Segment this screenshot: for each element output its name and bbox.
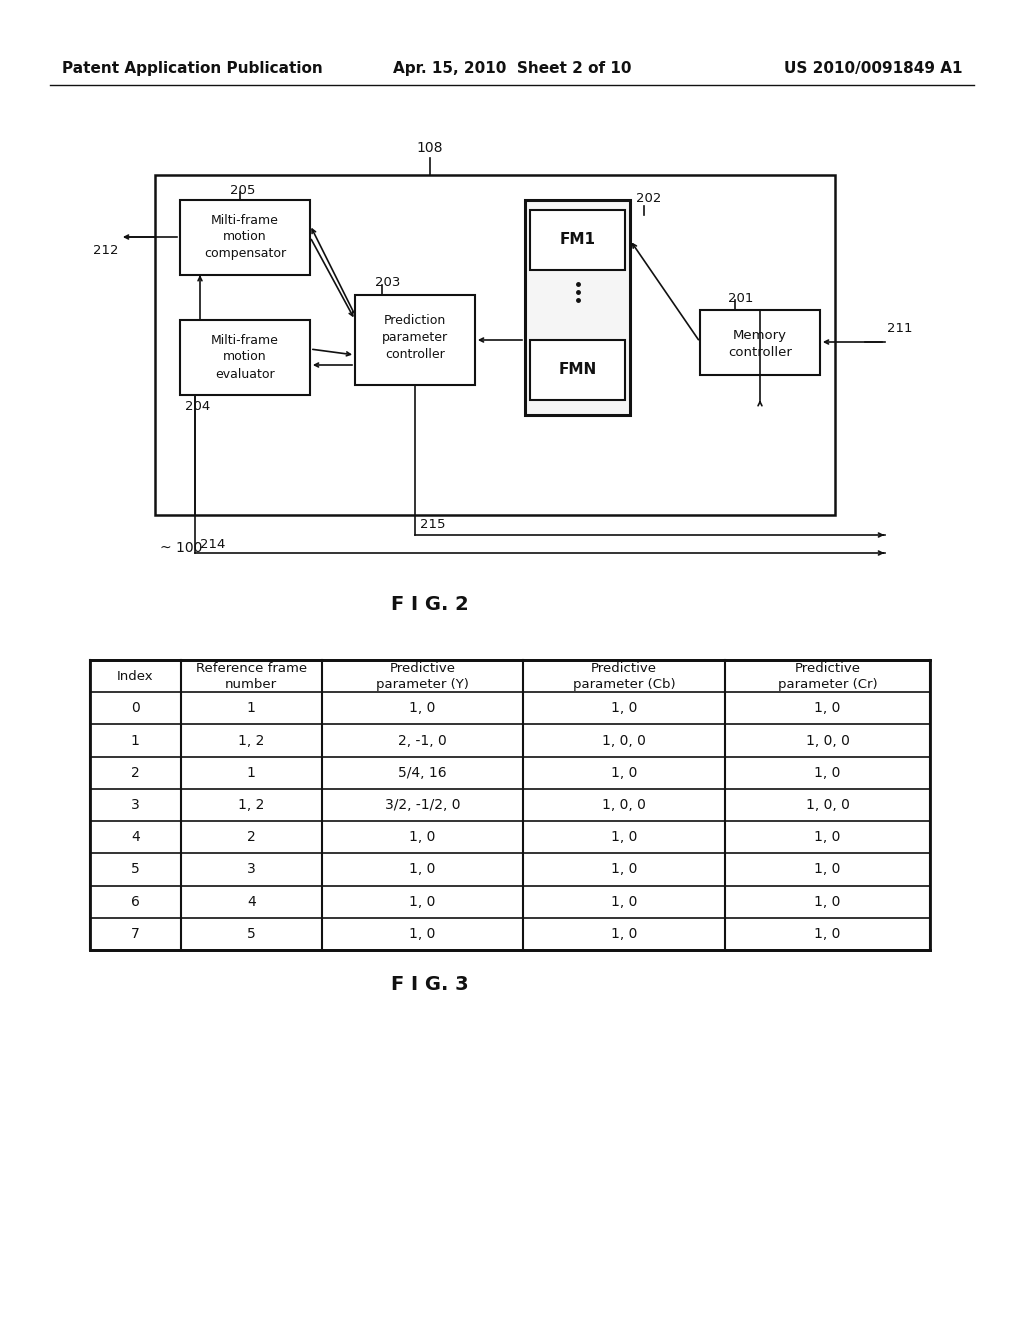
Text: motion: motion — [223, 231, 267, 243]
Bar — [155, 176, 835, 515]
Text: 1, 0, 0: 1, 0, 0 — [602, 734, 646, 747]
Text: controller: controller — [385, 347, 444, 360]
Text: 1, 0: 1, 0 — [814, 862, 841, 876]
Text: 1, 0: 1, 0 — [611, 862, 637, 876]
Text: controller: controller — [728, 346, 792, 359]
Text: 4: 4 — [247, 895, 256, 908]
Text: 2: 2 — [247, 830, 256, 845]
Text: 1, 0: 1, 0 — [611, 701, 637, 715]
Text: motion: motion — [223, 351, 267, 363]
Text: 5: 5 — [131, 862, 139, 876]
Bar — [530, 210, 625, 271]
Text: 201: 201 — [728, 292, 754, 305]
Text: Predictive: Predictive — [591, 661, 657, 675]
Text: 3: 3 — [131, 799, 139, 812]
Bar — [525, 201, 630, 414]
Text: 3/2, -1/2, 0: 3/2, -1/2, 0 — [385, 799, 461, 812]
Text: 3: 3 — [247, 862, 256, 876]
Text: Apr. 15, 2010  Sheet 2 of 10: Apr. 15, 2010 Sheet 2 of 10 — [393, 61, 631, 75]
Text: evaluator: evaluator — [215, 367, 274, 380]
Text: 2: 2 — [131, 766, 139, 780]
Bar — [700, 310, 820, 375]
Text: 5/4, 16: 5/4, 16 — [398, 766, 446, 780]
Text: 1: 1 — [247, 766, 256, 780]
Text: 1, 0: 1, 0 — [611, 927, 637, 941]
Bar — [355, 294, 475, 385]
Text: 1, 0: 1, 0 — [611, 766, 637, 780]
Text: 1, 0: 1, 0 — [410, 862, 436, 876]
Text: 1, 0: 1, 0 — [611, 830, 637, 845]
Text: 204: 204 — [185, 400, 210, 413]
Text: compensator: compensator — [204, 248, 286, 260]
Text: 1, 2: 1, 2 — [239, 734, 264, 747]
Bar — [90, 660, 930, 950]
Text: 1: 1 — [247, 701, 256, 715]
Text: 108: 108 — [417, 141, 443, 154]
Text: parameter (Cr): parameter (Cr) — [777, 677, 878, 690]
Bar — [180, 201, 310, 275]
Text: 1, 0, 0: 1, 0, 0 — [602, 799, 646, 812]
Text: FM1: FM1 — [559, 232, 596, 248]
Text: 7: 7 — [131, 927, 139, 941]
Text: 1, 0: 1, 0 — [611, 895, 637, 908]
Text: Predictive: Predictive — [795, 661, 860, 675]
Text: 6: 6 — [131, 895, 140, 908]
Text: 4: 4 — [131, 830, 139, 845]
Text: number: number — [225, 677, 278, 690]
Text: F I G. 3: F I G. 3 — [391, 975, 469, 994]
Text: 1: 1 — [131, 734, 140, 747]
Text: 203: 203 — [375, 276, 400, 289]
Text: 1, 0: 1, 0 — [410, 830, 436, 845]
Text: 1, 0: 1, 0 — [410, 701, 436, 715]
Text: FMN: FMN — [558, 363, 597, 378]
Text: 205: 205 — [230, 183, 255, 197]
Text: 1, 2: 1, 2 — [239, 799, 264, 812]
Text: ~ 100: ~ 100 — [160, 541, 203, 554]
Text: 5: 5 — [247, 927, 256, 941]
Text: Milti-frame: Milti-frame — [211, 214, 279, 227]
Text: 1, 0: 1, 0 — [410, 895, 436, 908]
Text: 212: 212 — [92, 244, 118, 257]
Text: 1, 0: 1, 0 — [410, 927, 436, 941]
Text: parameter (Y): parameter (Y) — [376, 677, 469, 690]
Text: 1, 0: 1, 0 — [814, 701, 841, 715]
Text: Reference frame: Reference frame — [196, 661, 307, 675]
Text: 215: 215 — [420, 519, 445, 532]
Text: Memory: Memory — [733, 329, 787, 342]
Text: Patent Application Publication: Patent Application Publication — [62, 61, 323, 75]
Text: F I G. 2: F I G. 2 — [391, 595, 469, 615]
Text: 214: 214 — [200, 539, 225, 552]
Bar — [530, 341, 625, 400]
Text: parameter: parameter — [382, 330, 449, 343]
Text: 211: 211 — [887, 322, 912, 334]
Text: 2, -1, 0: 2, -1, 0 — [398, 734, 447, 747]
Text: parameter (Cb): parameter (Cb) — [572, 677, 676, 690]
Text: 202: 202 — [636, 191, 662, 205]
Text: 1, 0, 0: 1, 0, 0 — [806, 799, 850, 812]
Text: Prediction: Prediction — [384, 314, 446, 326]
Text: 1, 0: 1, 0 — [814, 895, 841, 908]
Text: Predictive: Predictive — [390, 661, 456, 675]
Text: 0: 0 — [131, 701, 139, 715]
Text: US 2010/0091849 A1: US 2010/0091849 A1 — [783, 61, 962, 75]
Bar — [180, 319, 310, 395]
Text: Milti-frame: Milti-frame — [211, 334, 279, 346]
Text: 1, 0: 1, 0 — [814, 830, 841, 845]
Text: 1, 0, 0: 1, 0, 0 — [806, 734, 850, 747]
Text: 1, 0: 1, 0 — [814, 766, 841, 780]
Text: 1, 0: 1, 0 — [814, 927, 841, 941]
Text: Index: Index — [117, 669, 154, 682]
